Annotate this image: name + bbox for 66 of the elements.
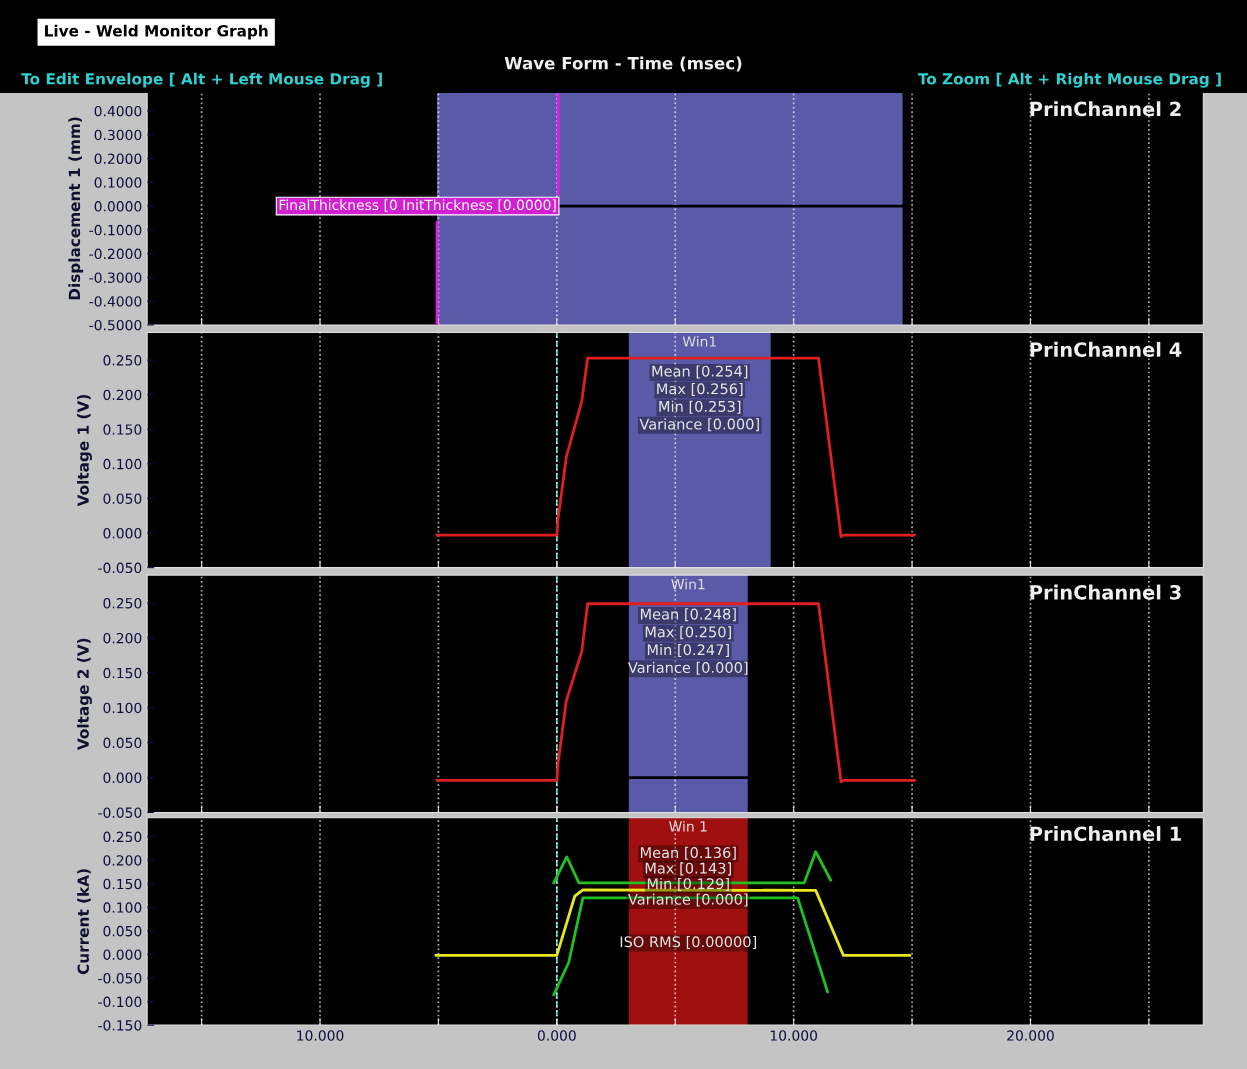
annotation: Mean [0.254]: [652, 365, 748, 379]
y-tick-label: -0.100: [98, 996, 142, 1008]
y-tick-label: 0.250: [103, 598, 142, 609]
y-tick-label: 0.050: [103, 737, 142, 749]
y-tick-label: -0.050: [98, 973, 142, 984]
band-label: Win 1: [669, 820, 707, 832]
band-label: Win1: [671, 578, 705, 590]
band-label: Win1: [682, 335, 716, 347]
y-tick-label: 0.250: [103, 831, 142, 843]
y-axis-title: Current (kA): [77, 869, 91, 975]
annotation: Mean [0.136]: [640, 846, 736, 860]
chart-title: Wave Form - Time (msec): [504, 56, 742, 72]
text: Live - Weld Monitor Graph: [45, 24, 268, 40]
y-tick-label: -0.050: [98, 807, 142, 818]
chart-subtitle: PrinChannel 3: [1030, 584, 1181, 600]
y-tick-label: 0.000: [103, 949, 142, 960]
y-tick-label: 0.4000: [94, 105, 142, 117]
y-tick-label: -0.3000: [89, 272, 142, 283]
chart-subtitle: PrinChannel 1: [1030, 826, 1181, 842]
y-tick-label: 0.150: [103, 878, 142, 890]
y-tick-label: -0.2000: [89, 248, 142, 260]
annotation: ISO RMS [0.00000]: [620, 936, 756, 949]
annotation: Variance [0.000]: [639, 418, 759, 432]
y-tick-label: 0.200: [103, 632, 142, 644]
annotation: Min [0.247]: [647, 643, 729, 657]
y-tick-label: 0.2000: [94, 153, 142, 164]
y-tick-label: -0.150: [98, 1020, 142, 1031]
y-tick-label: 0.250: [103, 355, 142, 366]
y-tick-label: -0.4000: [89, 296, 142, 307]
y-tick-label: 0.050: [103, 493, 142, 504]
y-tick-label: -0.1000: [89, 224, 142, 236]
x-tick-label: 10.000: [297, 1030, 344, 1041]
annotation: Mean [0.248]: [640, 608, 736, 622]
annotation: Max [0.256]: [657, 383, 743, 397]
y-tick-label: 0.150: [103, 667, 142, 679]
x-tick-label: 10.000: [770, 1030, 818, 1041]
y-tick-label: 0.000: [103, 528, 142, 539]
y-axis-title: Voltage 1 (V): [77, 395, 92, 507]
y-axis-title: Voltage 2 (V): [77, 638, 92, 751]
y-tick-label: -0.5000: [89, 319, 142, 331]
x-tick-label: 20.000: [1007, 1030, 1054, 1041]
y-tick-label: 0.100: [103, 902, 142, 913]
annotation: Variance [0.000]: [628, 661, 748, 675]
y-tick-label: 0.100: [103, 702, 142, 714]
y-tick-label: 0.0000: [94, 201, 142, 212]
y-tick-label: 0.3000: [94, 129, 142, 141]
y-axis-title: Displacement 1 (mm): [68, 117, 84, 300]
annotation: Max [0.250]: [645, 626, 731, 640]
y-tick-label: 0.150: [103, 424, 142, 435]
y-tick-label: 0.050: [103, 925, 142, 937]
y-tick-label: 0.200: [103, 855, 142, 866]
chart-subtitle: PrinChannel 4: [1030, 341, 1182, 357]
y-tick-label: 0.000: [103, 772, 142, 784]
annotation: Min [0.253]: [659, 400, 741, 414]
annotation: Max [0.143]: [645, 862, 731, 876]
y-tick-label: -0.050: [98, 562, 142, 574]
y-tick-label: 0.100: [103, 458, 142, 470]
text: To Edit Envelope [ Alt + Left Mouse Drag ]: [21, 72, 382, 88]
text: To Zoom [ Alt + Right Mouse Drag ]: [917, 72, 1221, 88]
y-tick-label: 0.1000: [94, 177, 142, 188]
y-tick-label: 0.200: [103, 389, 142, 401]
annotation: FinalThickness [0 InitThickness [0.0000]: [279, 199, 556, 212]
annotation: Min [0.129]: [647, 877, 729, 891]
annotation: Variance [0.000]: [628, 893, 748, 907]
x-tick-label: 0.000: [537, 1030, 576, 1041]
chart-subtitle: PrinChannel 2: [1030, 101, 1181, 117]
